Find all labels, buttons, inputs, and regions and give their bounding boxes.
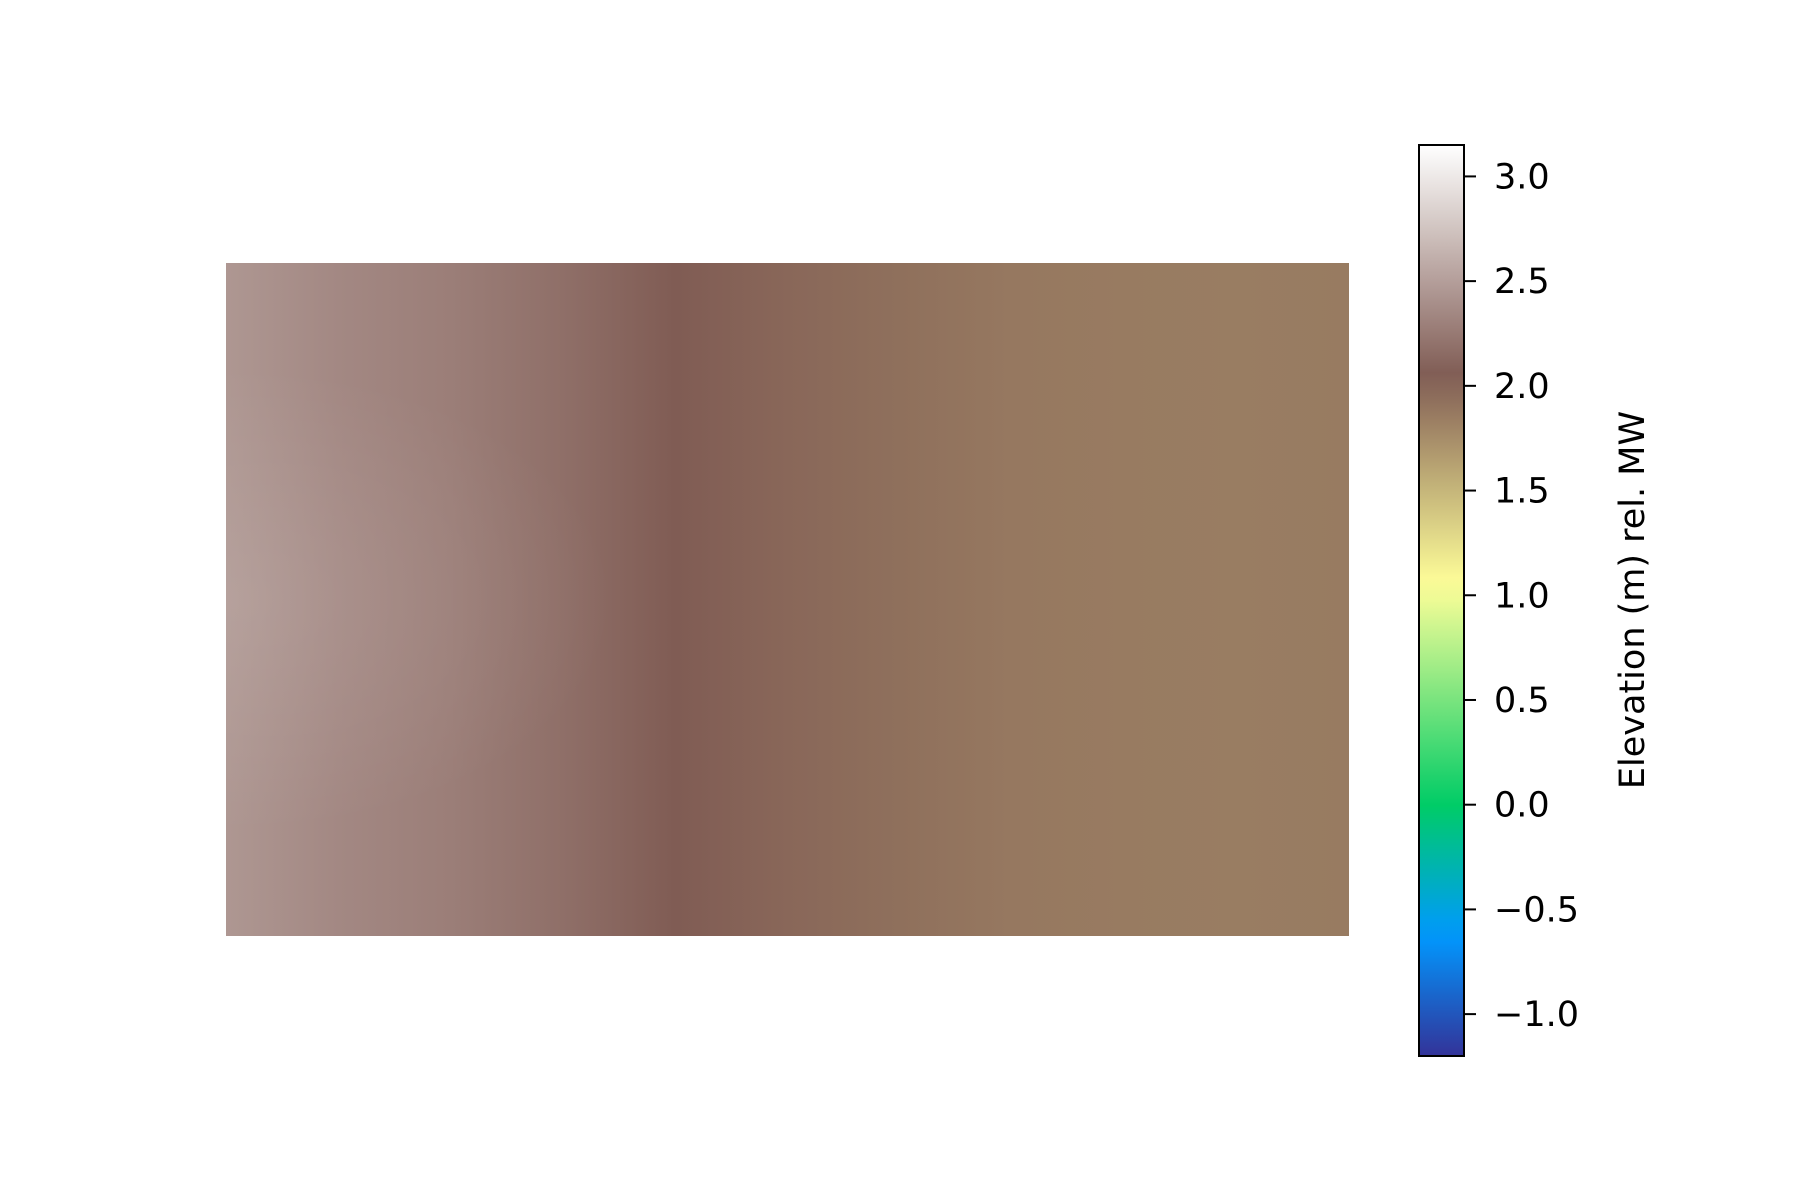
- colorbar-tick-label: 0.0: [1494, 786, 1550, 826]
- colorbar-label: Elevation (m) rel. MW: [1613, 411, 1653, 789]
- heatmap: [226, 263, 1349, 936]
- colorbar-tick-label: 1.5: [1494, 472, 1550, 512]
- colorbar-ticks: −1.0 −0.5 0.0 0.5 1.0 1.5 2.0 2.5 3.0: [1464, 157, 1579, 1035]
- colorbar: −1.0 −0.5 0.0 0.5 1.0 1.5 2.0 2.5 3.0 Elevation …: [1418, 144, 1653, 1057]
- colorbar-frame: [1418, 144, 1465, 1057]
- colorbar-tick-label: −0.5: [1494, 890, 1579, 930]
- colorbar-tick-label: 3.0: [1494, 157, 1550, 197]
- colorbar-tick-label: −1.0: [1494, 995, 1579, 1035]
- heatmap-highlight: [226, 263, 1349, 936]
- colorbar-tick-label: 2.0: [1494, 367, 1550, 407]
- colorbar-fill: [1419, 145, 1464, 1056]
- colorbar-tick-label: 0.5: [1494, 681, 1550, 721]
- colorbar-tick-label: 1.0: [1494, 576, 1550, 616]
- colorbar-tick-label: 2.5: [1494, 262, 1550, 302]
